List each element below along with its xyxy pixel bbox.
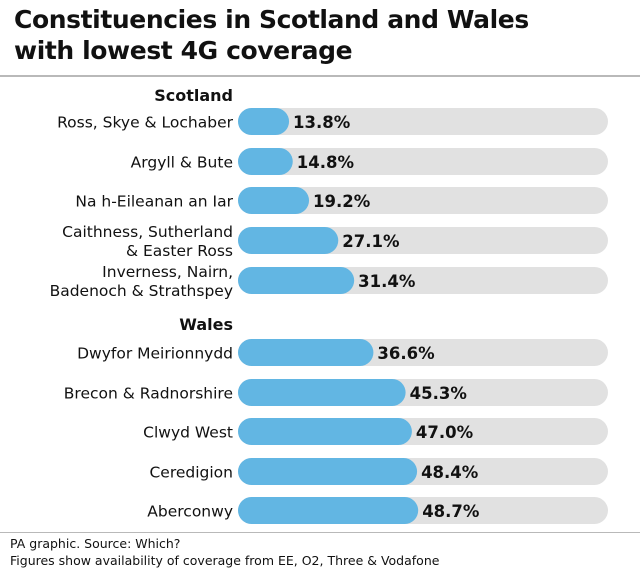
bar-track (238, 108, 608, 135)
chart-title: Constituencies in Scotland and Wales wit… (14, 4, 624, 66)
bar-track (238, 187, 608, 214)
source-note: PA graphic. Source: Which? (10, 536, 181, 551)
value-label: 48.7% (422, 502, 480, 521)
chart-title-line-1: Constituencies in Scotland and Wales (14, 5, 529, 34)
value-label: 45.3% (410, 384, 468, 403)
bar (238, 379, 406, 406)
category-label: Argyll & Bute (131, 154, 233, 172)
value-label: 13.8% (293, 113, 351, 132)
value-label: 47.0% (416, 423, 474, 442)
footnotes: PA graphic. Source: Which? Figures show … (10, 535, 630, 569)
category-label: Ross, Skye & Lochaber (57, 114, 234, 132)
value-label: 27.1% (342, 232, 400, 251)
bar (238, 227, 339, 254)
bar (238, 148, 293, 175)
category-label: Na h-Eileanan an Iar (75, 193, 233, 211)
title-divider (0, 75, 640, 77)
bar (238, 187, 310, 214)
footer-divider (0, 532, 640, 533)
category-label: Clwyd West (143, 424, 233, 442)
bar (238, 458, 418, 485)
category-label: Aberconwy (147, 503, 233, 521)
bar (238, 108, 290, 135)
category-label: Inverness, Nairn, (102, 263, 233, 281)
bar-track (238, 148, 608, 175)
bar (238, 418, 412, 445)
category-label: Badenoch & Strathspey (50, 282, 233, 300)
bar (238, 267, 355, 294)
coverage-note: Figures show availability of coverage fr… (10, 553, 440, 568)
group-label-scotland: Scotland (154, 86, 233, 105)
category-label: & Easter Ross (126, 242, 233, 260)
value-label: 31.4% (358, 272, 416, 291)
value-label: 36.6% (377, 344, 435, 363)
chart-title-line-2: with lowest 4G coverage (14, 36, 353, 65)
category-label: Brecon & Radnorshire (64, 385, 233, 403)
group-label-wales: Wales (179, 315, 233, 334)
value-label: 14.8% (297, 153, 355, 172)
category-label: Caithness, Sutherland (62, 223, 233, 241)
category-label: Dwyfor Meirionnydd (77, 345, 233, 363)
value-label: 48.4% (421, 463, 479, 482)
value-label: 19.2% (313, 192, 371, 211)
category-label: Ceredigion (149, 464, 233, 482)
bar (238, 497, 419, 524)
bar (238, 339, 374, 366)
